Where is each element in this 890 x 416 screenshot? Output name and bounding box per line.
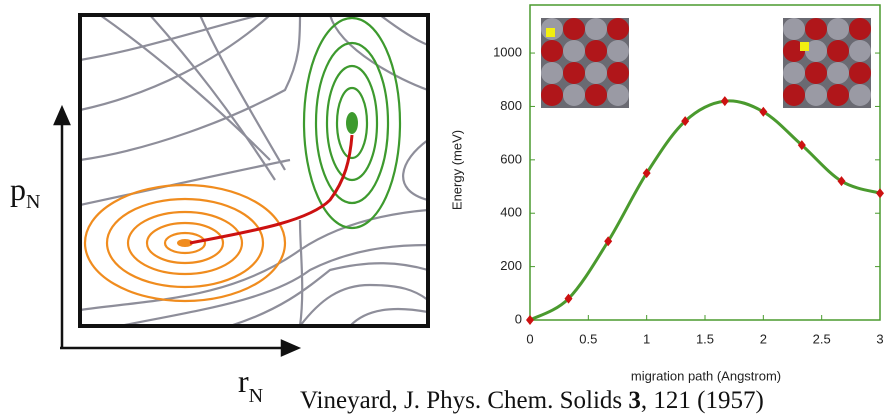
vacancy-marker: [800, 42, 809, 51]
atom: [607, 84, 629, 106]
figure: pN rN Vineyard, J. Phys. Chem. Solids 3,…: [0, 0, 890, 416]
atom: [563, 84, 585, 106]
atom: [849, 18, 871, 40]
atom: [585, 84, 607, 106]
x-axis-title: migration path (Angstrom): [631, 368, 781, 383]
x-tick-label: 0: [526, 331, 533, 346]
atom: [607, 62, 629, 84]
atom: [585, 40, 607, 62]
atom: [783, 18, 805, 40]
atom: [563, 40, 585, 62]
atom: [805, 18, 827, 40]
atom: [827, 40, 849, 62]
atom: [827, 84, 849, 106]
y-tick-label: 0: [515, 311, 522, 326]
page: pN rN Vineyard, J. Phys. Chem. Solids 3,…: [0, 0, 890, 416]
y-tick-label: 1000: [493, 44, 522, 59]
atom: [805, 84, 827, 106]
y-tick-label: 800: [500, 98, 522, 113]
y-tick-label: 600: [500, 151, 522, 166]
atom: [783, 84, 805, 106]
x-tick-label: 2.5: [813, 331, 831, 346]
data-point: [721, 96, 729, 106]
atom: [805, 62, 827, 84]
atom: [607, 40, 629, 62]
atom: [849, 40, 871, 62]
y-tick-label: 400: [500, 205, 522, 220]
atom: [849, 62, 871, 84]
atom: [563, 62, 585, 84]
green-minimum: [346, 112, 358, 134]
atom: [585, 18, 607, 40]
vacancy-marker: [546, 28, 555, 37]
atom: [541, 62, 563, 84]
data-point: [876, 188, 884, 198]
x-tick-label: 1: [643, 331, 650, 346]
atom: [607, 18, 629, 40]
atom: [783, 62, 805, 84]
x-tick-label: 1.5: [696, 331, 714, 346]
atom: [563, 18, 585, 40]
citation: Vineyard, J. Phys. Chem. Solids 3, 121 (…: [300, 387, 764, 414]
atom: [827, 62, 849, 84]
atom-insets: [541, 18, 871, 108]
transition-path: [190, 135, 352, 243]
y-axis-label: pN: [10, 171, 40, 213]
x-tick-label: 3: [876, 331, 883, 346]
y-axis-title: Energy (meV): [449, 130, 464, 210]
atom: [541, 84, 563, 106]
phase-space-diagram: pN rN: [10, 15, 428, 407]
x-tick-label: 2: [760, 331, 767, 346]
energy-curve: [530, 101, 880, 320]
atom: [585, 62, 607, 84]
atom: [541, 40, 563, 62]
data-point: [526, 315, 534, 325]
atom: [827, 18, 849, 40]
y-tick-label: 200: [500, 258, 522, 273]
atom: [849, 84, 871, 106]
x-axis-label: rN: [238, 363, 263, 407]
x-tick-label: 0.5: [579, 331, 597, 346]
